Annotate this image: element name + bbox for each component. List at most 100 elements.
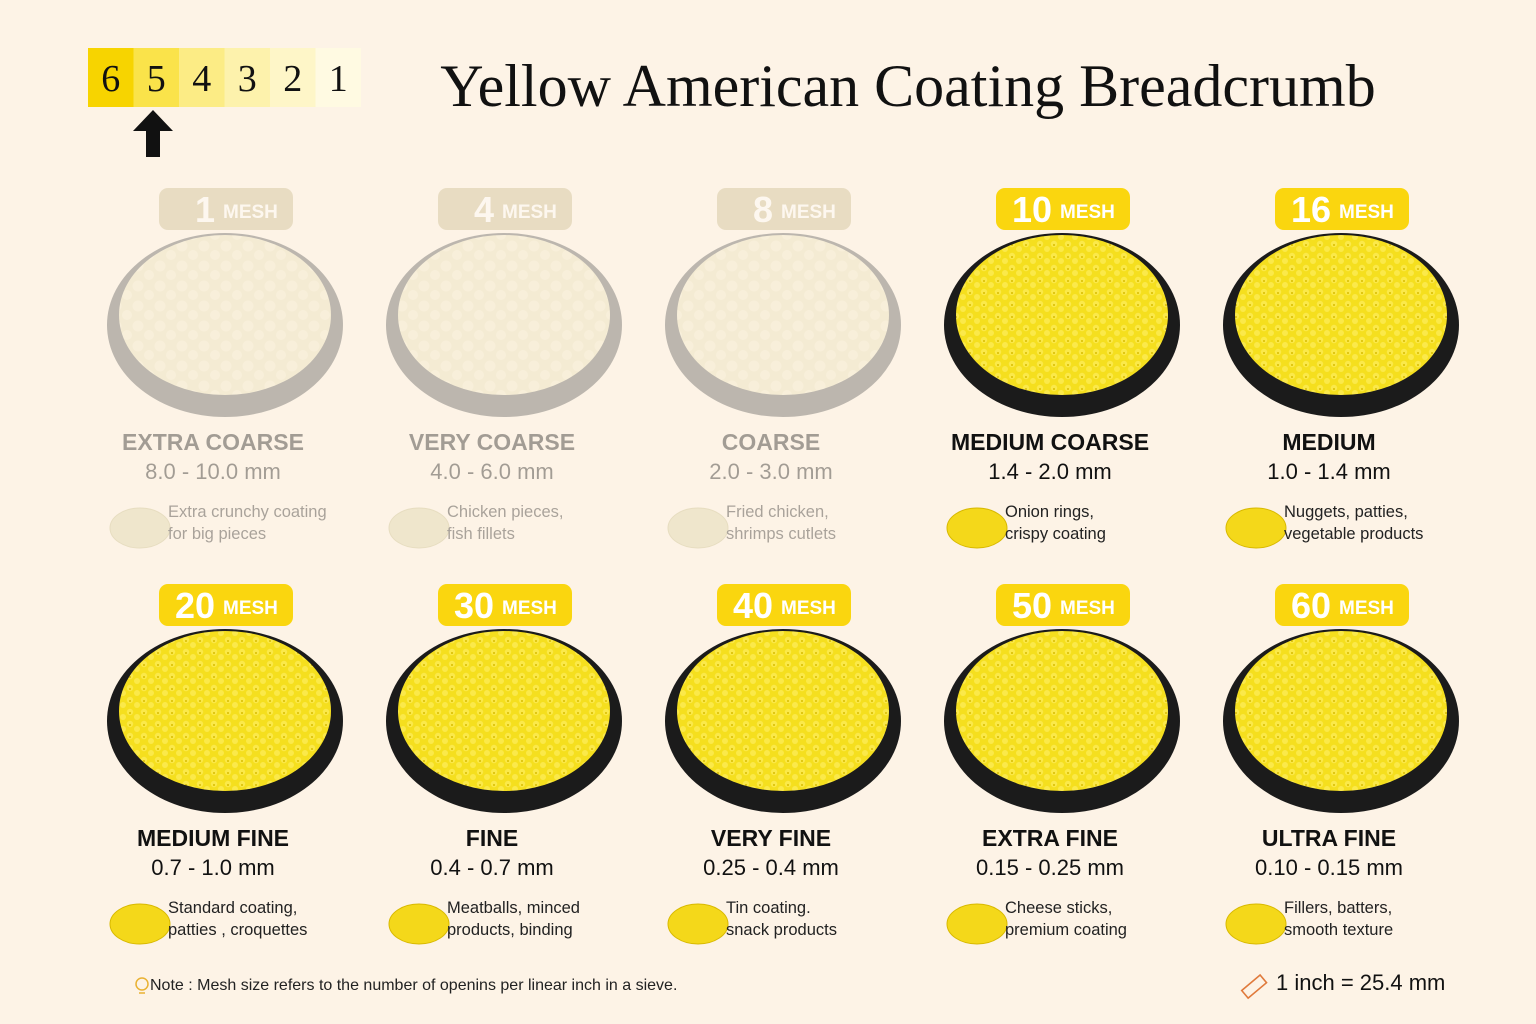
note: Note : Mesh size refers to the number of… xyxy=(150,977,677,994)
grade-name: MEDIUM xyxy=(1282,429,1375,455)
item: 20 MESH MEDIUM FINE 0.7 - 1.0 mm Standard co… xyxy=(107,584,343,945)
mesh-number: 16 xyxy=(1291,189,1331,230)
mesh-badge xyxy=(717,188,851,230)
grade-name: EXTRA FINE xyxy=(982,825,1118,851)
application-icon xyxy=(667,903,729,945)
mesh-badge xyxy=(438,188,572,230)
item: 30 MESH FINE 0.4 - 0.7 mm Meatballs, minced p… xyxy=(386,584,622,945)
application-icon xyxy=(1225,903,1287,945)
breadcrumb xyxy=(398,235,610,395)
description: Extra crunchy coating xyxy=(168,503,327,521)
description: Chicken pieces, xyxy=(447,503,563,521)
mesh-badge xyxy=(1275,188,1409,230)
mesh-number: 10 xyxy=(1012,189,1052,230)
application-icon xyxy=(109,507,171,549)
size-range: 0.15 - 0.25 mm xyxy=(976,855,1124,880)
size-range: 0.25 - 0.4 mm xyxy=(703,855,839,880)
mesh-unit: MESH xyxy=(1339,598,1394,619)
scale-box xyxy=(315,48,361,107)
size-range: 1.0 - 1.4 mm xyxy=(1267,459,1390,484)
breadcrumb xyxy=(677,235,889,395)
grade-name: EXTRA COARSE xyxy=(122,429,304,455)
mesh-unit: MESH xyxy=(502,202,557,223)
arrow xyxy=(133,110,173,157)
mesh-number: 30 xyxy=(454,585,494,626)
breadcrumb xyxy=(398,631,610,791)
conversion: 1 inch = 25.4 mm xyxy=(1276,970,1445,995)
mesh-number: 8 xyxy=(753,189,773,230)
mesh-badge xyxy=(996,188,1130,230)
mesh-number: 20 xyxy=(175,585,215,626)
item: 50 MESH EXTRA FINE 0.15 - 0.25 mm Cheese sti… xyxy=(944,584,1180,945)
mesh-number: 4 xyxy=(474,189,494,230)
mesh-badge xyxy=(159,584,293,626)
mesh-badge xyxy=(717,584,851,626)
mesh-badge xyxy=(159,188,293,230)
size-range: 0.7 - 1.0 mm xyxy=(151,855,274,880)
grade-name: FINE xyxy=(466,825,518,851)
scale-label: 5 xyxy=(147,58,166,100)
description: crispy coating xyxy=(1005,525,1106,543)
description: Fillers, batters, xyxy=(1284,899,1392,917)
breadcrumb xyxy=(956,235,1168,395)
title: Yellow American Coating Breadcrumb xyxy=(440,53,1375,119)
mesh-unit: MESH xyxy=(1060,202,1115,223)
application-icon xyxy=(667,507,729,549)
description: patties , croquettes xyxy=(168,921,307,939)
item: 8 MESH COARSE 2.0 - 3.0 mm Fried chicken, shr… xyxy=(665,188,901,549)
description: Tin coating. xyxy=(726,899,811,917)
description: Onion rings, xyxy=(1005,503,1094,521)
description: for big pieces xyxy=(168,525,266,543)
breadcrumb xyxy=(119,631,331,791)
mesh-unit: MESH xyxy=(223,598,278,619)
mesh-number: 40 xyxy=(733,585,773,626)
scale-label: 1 xyxy=(329,58,348,100)
description: Meatballs, minced xyxy=(447,899,580,917)
description: snack products xyxy=(726,921,837,939)
ruler-icon xyxy=(1240,973,1268,1000)
scale-box xyxy=(133,48,179,107)
description: Cheese sticks, xyxy=(1005,899,1112,917)
item: 16 MESH MEDIUM 1.0 - 1.4 mm Nuggets, patties… xyxy=(1223,188,1459,549)
application-icon xyxy=(1225,507,1287,549)
scale-box xyxy=(179,48,225,107)
mesh-badge xyxy=(996,584,1130,626)
mesh-unit: MESH xyxy=(781,598,836,619)
size-range: 4.0 - 6.0 mm xyxy=(430,459,553,484)
description: shrimps cutlets xyxy=(726,525,836,543)
mesh-badge xyxy=(438,584,572,626)
scale-box xyxy=(224,48,270,107)
scale-box xyxy=(270,48,316,107)
item: 10 MESH MEDIUM COARSE 1.4 - 2.0 mm Onion rin… xyxy=(944,188,1180,549)
description: products, binding xyxy=(447,921,573,939)
description: smooth texture xyxy=(1284,921,1393,939)
size-range: 8.0 - 10.0 mm xyxy=(145,459,281,484)
description: premium coating xyxy=(1005,921,1127,939)
mesh-unit: MESH xyxy=(502,598,557,619)
mesh-unit: MESH xyxy=(1339,202,1394,223)
application-icon xyxy=(946,903,1008,945)
item: 40 MESH VERY FINE 0.25 - 0.4 mm Tin coating.… xyxy=(665,584,901,945)
application-icon xyxy=(388,507,450,549)
description: Nuggets, patties, xyxy=(1284,503,1408,521)
size-range: 2.0 - 3.0 mm xyxy=(709,459,832,484)
description: Fried chicken, xyxy=(726,503,829,521)
mesh-number: 1 xyxy=(195,189,215,230)
mesh-badge xyxy=(1275,584,1409,626)
grade-name: MEDIUM FINE xyxy=(137,825,289,851)
grade-name: ULTRA FINE xyxy=(1262,825,1396,851)
application-icon xyxy=(388,903,450,945)
item: 60 MESH ULTRA FINE 0.10 - 0.15 mm Fillers, b… xyxy=(1223,584,1459,945)
breadcrumb xyxy=(677,631,889,791)
item: 4 MESH VERY COARSE 4.0 - 6.0 mm Chicken piec… xyxy=(386,188,622,549)
mesh-unit: MESH xyxy=(1060,598,1115,619)
application-icon xyxy=(946,507,1008,549)
scale-label: 6 xyxy=(101,58,120,100)
mesh-unit: MESH xyxy=(781,202,836,223)
breadcrumb xyxy=(1235,631,1447,791)
mesh-number: 50 xyxy=(1012,585,1052,626)
